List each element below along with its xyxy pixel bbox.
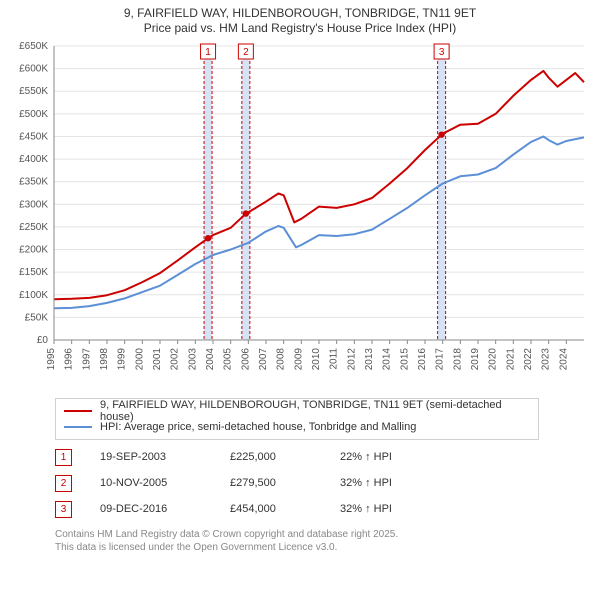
svg-text:1999: 1999 (117, 348, 128, 371)
svg-text:2018: 2018 (452, 348, 463, 371)
svg-text:2023: 2023 (541, 348, 552, 371)
event-row: 3 09-DEC-2016 £454,000 32% ↑ HPI (55, 496, 539, 522)
svg-text:2009: 2009 (293, 348, 304, 371)
svg-text:£300K: £300K (19, 199, 48, 210)
svg-text:£0: £0 (37, 335, 49, 346)
svg-text:2000: 2000 (134, 348, 145, 371)
svg-text:2001: 2001 (152, 348, 163, 371)
svg-text:1997: 1997 (81, 348, 92, 371)
svg-text:£650K: £650K (19, 41, 48, 52)
event-number-box: 3 (55, 501, 72, 518)
event-price: £279,500 (230, 477, 340, 489)
svg-text:2021: 2021 (505, 348, 516, 371)
legend-label: 9, FAIRFIELD WAY, HILDENBOROUGH, TONBRID… (100, 399, 530, 423)
svg-text:£150K: £150K (19, 267, 48, 278)
event-price: £225,000 (230, 451, 340, 463)
event-price: £454,000 (230, 503, 340, 515)
event-row: 1 19-SEP-2003 £225,000 22% ↑ HPI (55, 444, 539, 470)
svg-text:2019: 2019 (470, 348, 481, 371)
svg-text:£500K: £500K (19, 109, 48, 120)
event-date: 10-NOV-2005 (100, 477, 230, 489)
svg-text:£50K: £50K (25, 312, 49, 323)
svg-text:2007: 2007 (258, 348, 269, 371)
svg-text:2015: 2015 (399, 348, 410, 371)
chart-title: 9, FAIRFIELD WAY, HILDENBOROUGH, TONBRID… (0, 0, 600, 36)
events-list: 1 19-SEP-2003 £225,000 22% ↑ HPI 2 10-NO… (55, 444, 539, 522)
event-number-box: 2 (55, 475, 72, 492)
svg-text:2003: 2003 (187, 348, 198, 371)
svg-text:3: 3 (439, 47, 445, 58)
svg-text:2008: 2008 (276, 348, 287, 371)
svg-text:2012: 2012 (346, 348, 357, 371)
legend-item: 9, FAIRFIELD WAY, HILDENBOROUGH, TONBRID… (64, 403, 530, 419)
svg-text:1998: 1998 (99, 348, 110, 371)
svg-text:£250K: £250K (19, 222, 48, 233)
event-hpi: 32% ↑ HPI (340, 477, 392, 489)
title-line-1: 9, FAIRFIELD WAY, HILDENBOROUGH, TONBRID… (0, 6, 600, 21)
chart-svg: £0 £50K £100K £150K £200K £250K £300K £350K £400… (6, 40, 590, 390)
svg-text:2002: 2002 (170, 348, 181, 371)
svg-text:2014: 2014 (382, 348, 393, 371)
svg-text:£200K: £200K (19, 245, 48, 256)
legend-swatch (64, 426, 92, 428)
svg-text:1995: 1995 (46, 348, 57, 371)
svg-text:2010: 2010 (311, 348, 322, 371)
svg-text:2005: 2005 (223, 348, 234, 371)
legend-label: HPI: Average price, semi-detached house,… (100, 421, 416, 433)
svg-text:£450K: £450K (19, 131, 48, 142)
svg-text:2004: 2004 (205, 348, 216, 371)
event-hpi: 22% ↑ HPI (340, 451, 392, 463)
svg-text:2: 2 (243, 47, 249, 58)
svg-text:2013: 2013 (364, 348, 375, 371)
svg-text:2020: 2020 (488, 348, 499, 371)
event-date: 19-SEP-2003 (100, 451, 230, 463)
svg-text:£350K: £350K (19, 177, 48, 188)
svg-text:2016: 2016 (417, 348, 428, 371)
legend-swatch (64, 410, 92, 412)
svg-text:2022: 2022 (523, 348, 534, 371)
event-date: 09-DEC-2016 (100, 503, 230, 515)
svg-text:£100K: £100K (19, 290, 48, 301)
svg-text:£550K: £550K (19, 86, 48, 97)
title-line-2: Price paid vs. HM Land Registry's House … (0, 21, 600, 36)
credit: Contains HM Land Registry data © Crown c… (55, 528, 539, 554)
event-number-box: 1 (55, 449, 72, 466)
price-chart: £0 £50K £100K £150K £200K £250K £300K £350K £400… (6, 40, 590, 390)
svg-text:1996: 1996 (64, 348, 75, 371)
svg-text:£600K: £600K (19, 64, 48, 75)
credit-line-2: This data is licensed under the Open Gov… (55, 541, 539, 554)
event-hpi: 32% ↑ HPI (340, 503, 392, 515)
svg-text:1: 1 (205, 47, 211, 58)
svg-text:2024: 2024 (558, 348, 569, 371)
svg-text:£400K: £400K (19, 154, 48, 165)
credit-line-1: Contains HM Land Registry data © Crown c… (55, 528, 539, 541)
legend: 9, FAIRFIELD WAY, HILDENBOROUGH, TONBRID… (55, 398, 539, 440)
svg-text:2017: 2017 (435, 348, 446, 371)
svg-text:2011: 2011 (329, 348, 340, 370)
svg-text:2006: 2006 (240, 348, 251, 371)
event-row: 2 10-NOV-2005 £279,500 32% ↑ HPI (55, 470, 539, 496)
